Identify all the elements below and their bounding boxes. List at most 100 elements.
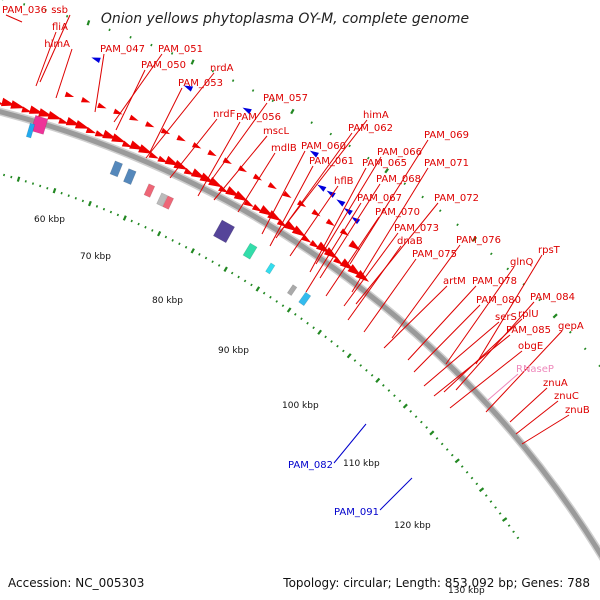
cds-arrow [251,204,263,212]
gene-label: znuA [543,378,568,389]
label-leader [351,167,429,293]
inner-tick [465,470,469,474]
label-leader [521,414,570,445]
gene-label: PAM_036 [2,5,47,16]
cds-arrow [347,264,362,276]
gene-label: PAM_068 [376,174,421,185]
cds-arrow [0,98,4,106]
cds-arrow [58,117,69,124]
label-leader [433,334,511,397]
gene-label: PAM_071 [424,158,469,169]
reverse-arrow [91,57,101,63]
label-leader [113,53,163,123]
genome-summary-text: Topology: circular; Length: 853,092 bp; … [282,576,590,590]
gene-label: PAM_085 [506,325,551,336]
feature-block [242,242,258,260]
gene-label: PAM_057 [263,93,308,104]
inner-tick [324,335,327,339]
gene-label: PAM_056 [236,112,281,123]
cds-arrow [97,102,107,109]
inner-tick [67,194,70,197]
outer-tick [86,20,91,26]
inner-tick [144,225,147,229]
inner-tick [454,458,460,464]
gene-label: himA [44,39,70,50]
gene-label: fliA [52,22,68,33]
label-leader [509,387,548,423]
label-leader [485,330,563,413]
inner-tick [74,196,77,200]
rna-label-leader [487,373,519,401]
inner-tick [286,307,292,313]
label-leader [383,285,448,349]
label-leaders [5,14,570,511]
cds-arrow [74,120,90,129]
inner-tick [223,266,228,272]
cds-arrow [333,256,343,265]
cds-arrow [80,96,91,103]
reverse-arrow [351,216,361,225]
outer-tick [310,121,313,124]
genome-backbone [0,107,600,561]
scale-label: 120 kbp [394,521,431,531]
gene-label: serS [495,312,517,323]
outer-tick [367,156,370,160]
feature-block [25,122,36,139]
inner-tick [46,186,49,190]
label-leader [455,301,535,391]
gene-label: hflB [334,176,354,187]
label-leader [149,87,183,153]
inner-tick [137,222,140,226]
label-leader [407,285,477,361]
inner-tick [512,530,515,534]
cds-arrow [176,134,186,142]
gene-label: PAM_069 [424,130,469,141]
inner-tick [346,353,352,359]
gene-label: artM [443,276,466,287]
gene-label: PAM_073 [394,223,439,234]
reverse-arrow [183,85,194,92]
outer-tick [251,89,255,92]
feature-blocks [25,115,312,307]
gene-label: nrdA [210,63,234,74]
label-leader [325,216,380,297]
label-leader [355,202,439,305]
cds-arrow [267,210,282,222]
outer-tick [150,43,153,47]
label-leader [443,318,523,393]
cds-arrow [138,144,153,154]
label-leader [449,350,523,409]
gene-label: PAM_053 [178,78,223,89]
outer-tick [190,59,195,65]
label-leader [145,72,215,159]
inner-tick [498,512,502,515]
gene-label: PAM_066 [377,147,422,158]
inner-tick [306,321,309,325]
feature-block [123,168,137,185]
feature-arrows [0,57,370,282]
inner-tick [414,415,418,419]
outer-tick [472,236,478,242]
outer-tick [66,14,69,18]
gene-label: PAM_080 [476,295,521,306]
cds-arrow [160,127,171,135]
label-leader [347,245,402,321]
inner-tick [269,295,272,299]
feature-block [156,192,168,207]
cds-arrow [164,155,180,166]
outer-tick [538,298,542,302]
gene-label: gepA [558,321,584,332]
cds-arrow [222,157,232,165]
inner-tick [470,476,474,480]
feature-block [109,160,124,178]
cds-arrow [145,121,155,128]
cds-arrow [85,126,97,134]
label-leader [305,202,362,293]
cds-arrow [233,190,249,202]
label-leader [343,232,399,307]
label-leader [413,304,481,373]
reverse-label-leader [379,477,413,511]
label-leader [237,152,276,213]
label-leader [39,14,71,83]
